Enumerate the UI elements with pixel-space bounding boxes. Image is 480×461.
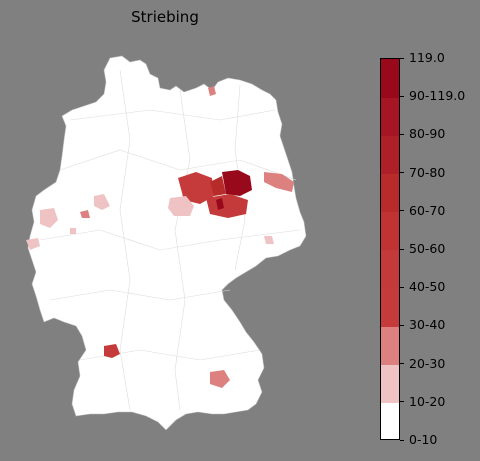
legend-label: 80-90 xyxy=(409,126,446,142)
legend-color-segment xyxy=(381,364,399,404)
legend-label: 60-70 xyxy=(409,202,446,218)
legend-tick xyxy=(400,286,404,288)
district-region xyxy=(26,238,40,250)
map-title: Striebing xyxy=(131,8,199,26)
district-region xyxy=(40,208,58,228)
district-region xyxy=(178,172,214,204)
legend-tick xyxy=(400,57,404,59)
legend-color-segment xyxy=(381,135,399,175)
germany-outline xyxy=(27,55,307,431)
district-region xyxy=(210,176,226,196)
district-region xyxy=(94,194,110,210)
legend-color-segment xyxy=(381,402,399,439)
legend-color-segment xyxy=(381,211,399,251)
legend-colorbar xyxy=(380,58,400,440)
legend-tick xyxy=(400,401,404,403)
district-region xyxy=(264,172,294,192)
legend-color-segment xyxy=(381,288,399,327)
legend-label: 119.0 xyxy=(409,50,445,65)
legend-color-segment xyxy=(381,59,399,98)
legend-label: 70-80 xyxy=(409,164,446,180)
legend-color-segment xyxy=(381,250,399,289)
district-region xyxy=(222,170,252,196)
district-region xyxy=(70,228,76,234)
legend-tick xyxy=(400,248,404,250)
legend-tick xyxy=(400,324,404,326)
district-region xyxy=(104,344,120,358)
district-borders xyxy=(39,69,301,411)
legend-tick xyxy=(400,210,404,212)
legend-tick xyxy=(400,133,404,135)
district-region xyxy=(264,236,274,244)
legend-tick xyxy=(400,172,404,174)
legend-label: 20-30 xyxy=(409,355,446,371)
legend-tick xyxy=(400,439,404,441)
legend-label: 10-20 xyxy=(409,393,446,409)
legend-color-segment xyxy=(381,173,399,213)
legend-color-segment xyxy=(381,326,399,366)
legend-label: 0-10 xyxy=(409,432,438,447)
district-region xyxy=(80,210,90,218)
shaded-districts xyxy=(26,86,294,388)
legend-tick xyxy=(400,95,404,97)
district-region xyxy=(216,198,224,210)
legend-tick xyxy=(400,363,404,365)
district-region xyxy=(210,370,230,388)
legend-label: 50-60 xyxy=(409,241,446,256)
district-region xyxy=(168,196,194,216)
legend-label: 40-50 xyxy=(409,279,446,295)
legend-color-segment xyxy=(381,97,399,136)
legend-label: 30-40 xyxy=(409,317,446,333)
district-region xyxy=(208,86,216,96)
legend-label: 90-119.0 xyxy=(409,88,466,104)
